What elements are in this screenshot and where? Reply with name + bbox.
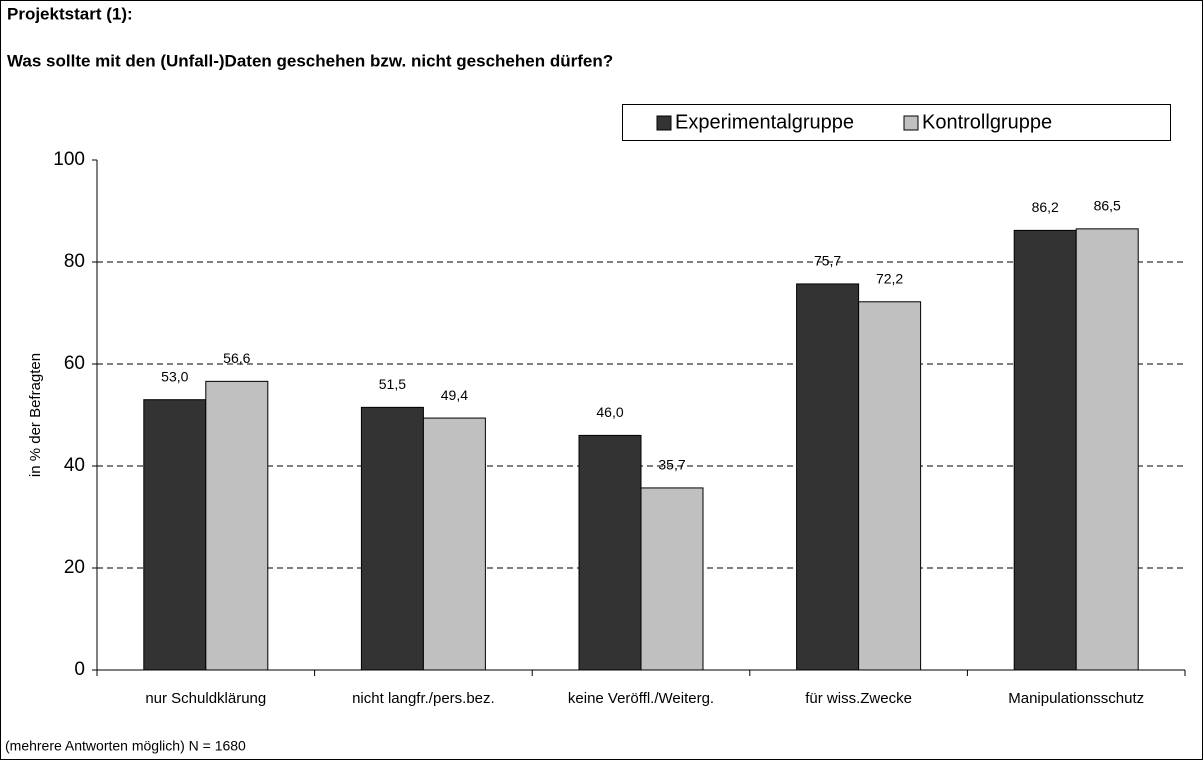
bar (796, 283, 860, 671)
y-tick-label: 20 (64, 557, 85, 578)
value-label: 51,5 (379, 376, 406, 392)
bar (1075, 228, 1139, 671)
bar (640, 487, 704, 671)
legend-swatch (656, 115, 672, 131)
value-label: 35,7 (658, 457, 685, 473)
bar (205, 380, 269, 671)
bar (578, 434, 642, 671)
x-tick-label: Manipulationsschutz (1008, 690, 1144, 707)
y-tick-label: 60 (64, 353, 85, 374)
value-label: 75,7 (814, 253, 841, 269)
value-label: 49,4 (441, 387, 468, 403)
bar (1013, 229, 1077, 671)
value-label: 72,2 (876, 270, 903, 286)
bar (422, 417, 486, 671)
legend-label: Kontrollgruppe (922, 111, 1052, 133)
bar (858, 301, 922, 671)
x-tick-label: nicht langfr./pers.bez. (352, 690, 495, 707)
value-label: 53,0 (161, 368, 188, 384)
footnote: (mehrere Antworten möglich) N = 1680 (5, 738, 246, 754)
y-tick-label: 40 (64, 455, 85, 476)
bar (360, 406, 424, 671)
value-label: 86,2 (1032, 199, 1059, 215)
y-tick-label: 0 (74, 659, 85, 680)
y-axis-label: in % der Befragten (27, 353, 44, 477)
chart-subtitle: Was sollte mit den (Unfall-)Daten gesche… (7, 51, 613, 70)
chart-title: Projektstart (1): (7, 4, 133, 23)
y-tick-label: 100 (53, 149, 85, 170)
bar (143, 399, 207, 671)
legend-label: Experimentalgruppe (675, 111, 854, 133)
x-tick-label: für wiss.Zwecke (805, 690, 912, 707)
y-tick-label: 80 (64, 251, 85, 272)
x-tick-label: nur Schuldklärung (145, 690, 266, 707)
legend-swatch (903, 115, 919, 131)
legend-box (622, 104, 1171, 141)
value-label: 86,5 (1094, 198, 1121, 214)
value-label: 56,6 (223, 350, 250, 366)
x-tick-label: keine Veröffl./Weiterg. (568, 690, 714, 707)
value-label: 46,0 (596, 404, 623, 420)
